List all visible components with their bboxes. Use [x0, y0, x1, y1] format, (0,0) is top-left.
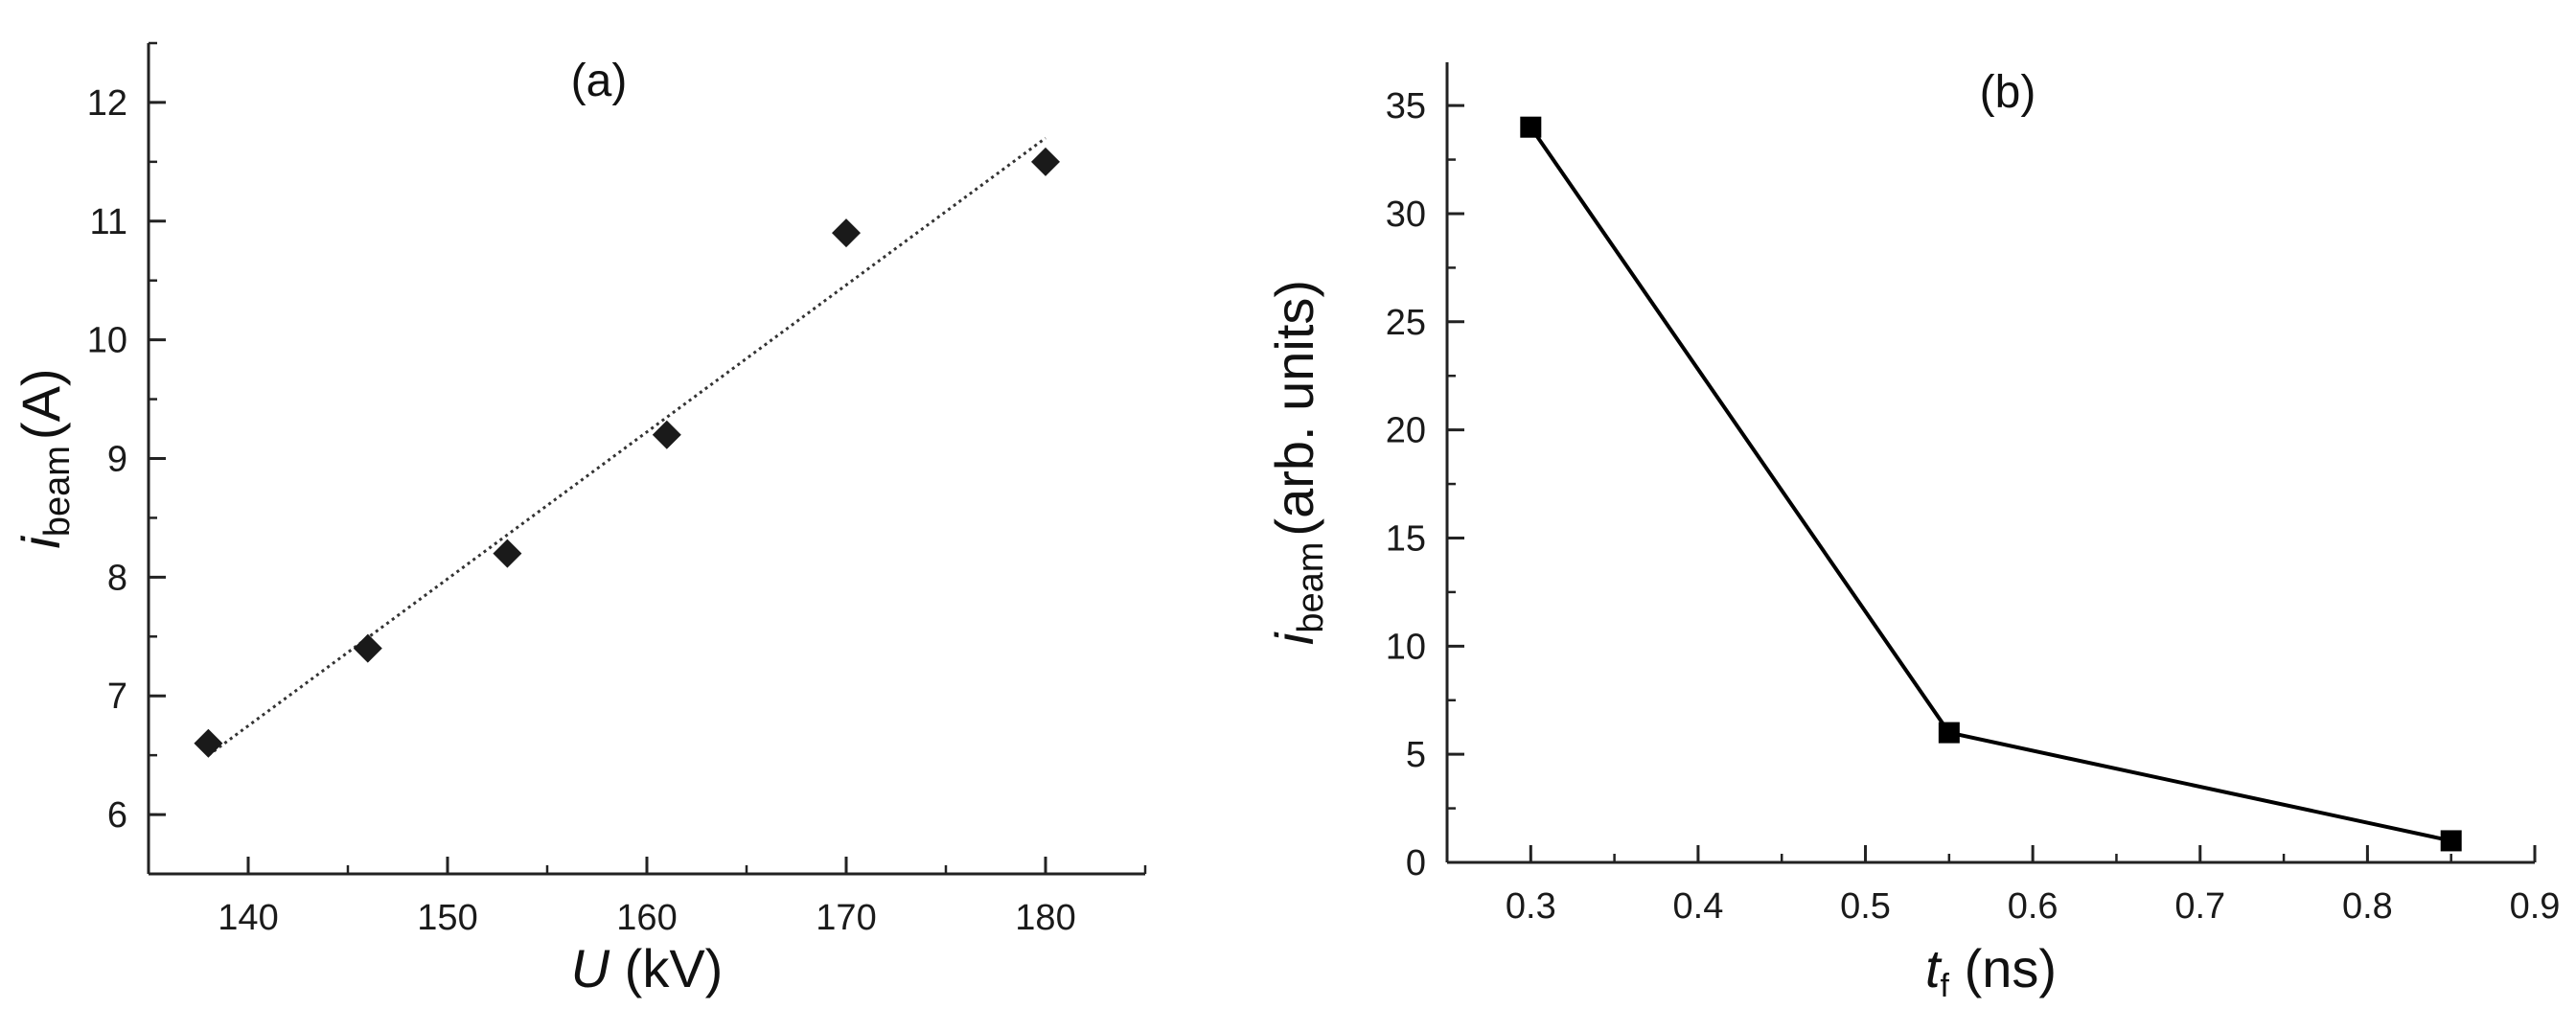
x-tick-label: 0.3 — [1506, 886, 1556, 927]
x-axis-title-variable: U — [571, 938, 610, 998]
y-axis-title-variable: i — [11, 536, 71, 549]
y-tick-label: 20 — [1386, 411, 1426, 451]
x-tick-label: 140 — [218, 898, 278, 938]
x-tick-label: 0.7 — [2174, 886, 2225, 927]
data-point-square — [1520, 116, 1542, 138]
data-point-diamond — [194, 728, 223, 758]
y-axis-title: ibeam (A) — [11, 368, 78, 548]
y-tick-label: 30 — [1386, 195, 1426, 235]
y-tick-label: 11 — [90, 202, 127, 242]
y-tick-label: 0 — [1406, 843, 1426, 883]
y-tick-label: 35 — [1386, 86, 1426, 126]
y-axis-title-variable: i — [1264, 631, 1324, 645]
panel-label: (b) — [1980, 67, 2036, 118]
y-tick-label: 8 — [107, 558, 127, 598]
y-axis-title-unit: (A) — [11, 368, 71, 440]
data-point-diamond — [1031, 147, 1060, 176]
y-axis-title: ibeam (arb. units) — [1264, 280, 1331, 645]
panel-label: (a) — [571, 56, 628, 106]
x-tick-label: 0.6 — [2008, 886, 2058, 927]
x-tick-label: 170 — [816, 898, 876, 938]
data-point-diamond — [493, 539, 522, 568]
data-point-square — [2440, 830, 2462, 852]
y-tick-label: 10 — [87, 321, 127, 361]
data-point-square — [1938, 722, 1960, 744]
y-axis-title-subscript: beam — [37, 446, 78, 537]
x-tick-label: 0.8 — [2342, 886, 2393, 927]
y-axis-title-subscript: beam — [1291, 542, 1331, 633]
fit-line — [207, 136, 1046, 757]
panel-a: 140 150 160 170 180 6 7 8 9 10 11 12 (a) U (kV) ibeam (… — [11, 41, 1147, 998]
x-axis-title-variable: t — [1925, 938, 1943, 998]
x-tick-label: 180 — [1015, 898, 1075, 938]
x-tick-label: 0.4 — [1673, 886, 1724, 927]
y-tick-label: 6 — [107, 795, 127, 836]
y-tick-label: 9 — [107, 440, 127, 480]
data-point-diamond — [652, 420, 681, 449]
y-tick-label: 25 — [1386, 303, 1426, 343]
x-axis-title: tf (ns) — [1925, 938, 2057, 1004]
x-axis-title: U (kV) — [571, 938, 724, 998]
x-axis-title-subscript: f — [1941, 968, 1950, 1004]
x-axis-title-space — [610, 938, 625, 998]
y-tick-label: 12 — [87, 83, 127, 124]
y-tick-label: 5 — [1406, 735, 1426, 775]
y-axis-title-unit: (arb. units) — [1264, 280, 1324, 537]
x-axis-title-unit: (kV) — [625, 938, 724, 998]
panel-b: 0.3 0.4 0.5 0.6 0.7 0.8 0.9 0 5 10 15 20 25 30 35 (b) tf… — [1264, 62, 2560, 1004]
x-tick-label: 150 — [417, 898, 477, 938]
x-tick-label: 0.9 — [2510, 886, 2561, 927]
y-tick-label: 15 — [1386, 518, 1426, 559]
data-point-diamond — [353, 633, 382, 663]
series-line — [1529, 126, 2452, 843]
y-tick-label: 7 — [107, 677, 127, 717]
y-tick-label: 10 — [1386, 627, 1426, 667]
data-point-diamond — [832, 218, 861, 248]
x-axis-title-space — [1949, 938, 1965, 998]
x-tick-label: 0.5 — [1840, 886, 1891, 927]
x-tick-label: 160 — [616, 898, 677, 938]
x-axis-title-unit: (ns) — [1965, 938, 2057, 998]
